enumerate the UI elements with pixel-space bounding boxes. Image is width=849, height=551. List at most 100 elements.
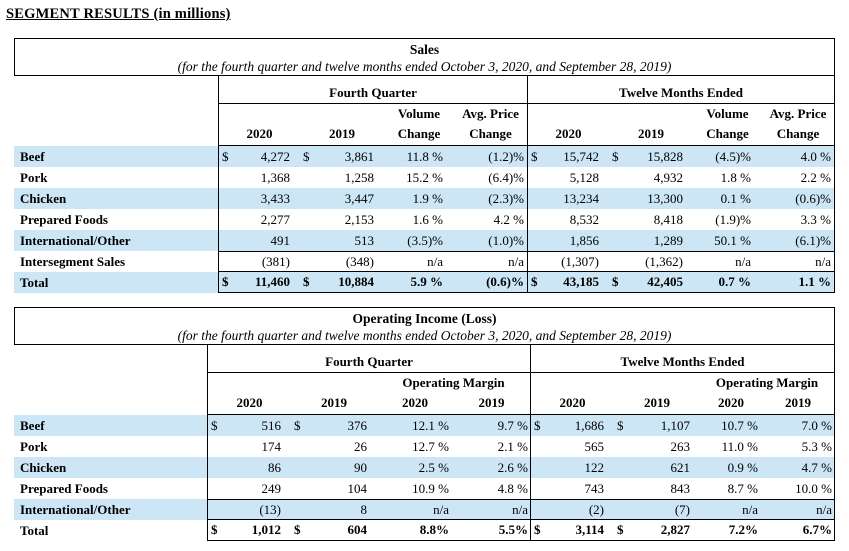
value-cell: (2) xyxy=(544,499,614,520)
header-spacer xyxy=(14,345,207,373)
value-cell: 843 xyxy=(670,480,691,496)
change-cell: (3.5)% xyxy=(407,232,443,248)
header-spacer xyxy=(14,122,218,146)
value-cell: 174 xyxy=(261,438,282,454)
change-cell: n/a xyxy=(377,499,453,520)
header-spacer xyxy=(14,104,218,122)
column-header: 2020 xyxy=(527,122,609,146)
change-cell: n/a xyxy=(762,251,835,272)
dollar-sign xyxy=(291,436,307,457)
change-cell: 8.7 % xyxy=(727,480,758,496)
table-title: Sales xyxy=(409,42,440,57)
column-header: 2020 xyxy=(207,391,291,415)
change-cell: 10.0 % xyxy=(762,478,835,499)
value-cell: 3,861 xyxy=(344,148,374,164)
change-cell: 1.1 % xyxy=(762,272,835,293)
dollar-sign xyxy=(207,499,221,520)
dollar-sign: $ xyxy=(207,520,221,541)
value-cell: 5,128 xyxy=(569,169,599,185)
value-cell: 376 xyxy=(347,417,368,433)
dollar-sign xyxy=(530,457,544,478)
table-row: Prepared Foods 2,277 2,153 1.6 % 4.2 % 8,532 8… xyxy=(14,209,835,230)
change-cell: 15.2 % xyxy=(406,169,443,185)
column-header xyxy=(530,373,700,391)
change-cell: 0.1 % xyxy=(720,190,751,206)
value-cell: 43,185 xyxy=(541,272,609,293)
table-subtitle: (for the fourth quarter and twelve month… xyxy=(177,59,672,74)
table-subtitle: (for the fourth quarter and twelve month… xyxy=(177,328,672,343)
change-cell: (1.2)% xyxy=(488,148,524,164)
dollar-sign: $ xyxy=(530,415,544,436)
change-cell: 1.8 % xyxy=(720,169,751,185)
value-cell: 1,289 xyxy=(653,232,683,248)
value-cell: 42,405 xyxy=(625,272,693,293)
value-cell: 621 xyxy=(670,459,691,475)
dollar-sign xyxy=(530,478,544,499)
dollar-sign xyxy=(291,457,307,478)
dollar-sign: $ xyxy=(291,520,307,541)
row-label: Pork xyxy=(20,438,48,454)
value-cell: 15,828 xyxy=(647,148,683,164)
dollar-sign: $ xyxy=(617,417,624,433)
change-cell: 11.0 % xyxy=(721,438,758,454)
table-row: Total $1,012 $604 8.8% 5.5% $3,114 $2,827 7.2% 6… xyxy=(14,520,835,541)
change-cell: 50.1 % xyxy=(714,232,751,248)
column-header: 2019 xyxy=(291,391,377,415)
change-cell: 1.9 % xyxy=(412,190,443,206)
value-cell: (7) xyxy=(630,499,700,520)
table-row: Pork 174 26 12.7 % 2.1 % 565 263 11.0 % 5.3 % xyxy=(14,436,835,457)
row-label: Beef xyxy=(20,417,45,433)
column-header: Change xyxy=(384,122,454,146)
column-header: 2020 xyxy=(377,391,453,415)
dollar-sign: $ xyxy=(609,272,625,293)
value-cell: 8,532 xyxy=(569,211,599,227)
dollar-sign xyxy=(291,478,307,499)
value-cell: 249 xyxy=(261,480,282,496)
change-cell: 8.8% xyxy=(377,520,453,541)
header-spacer xyxy=(14,373,207,391)
column-header: Change xyxy=(762,122,835,146)
dollar-sign xyxy=(300,188,316,209)
change-cell: (4.5)% xyxy=(715,148,751,164)
value-cell: 13,300 xyxy=(647,190,683,206)
page-title: SEGMENT RESULTS (in millions) xyxy=(6,6,231,22)
change-cell: 9.7 % xyxy=(497,417,528,433)
dollar-sign xyxy=(300,209,316,230)
row-label: International/Other xyxy=(20,232,131,248)
value-cell: 1,686 xyxy=(574,417,604,433)
change-cell: 6.7% xyxy=(762,520,835,541)
column-header: 2020 xyxy=(700,391,762,415)
section-header-row: Fourth Quarter Twelve Months Ended xyxy=(14,345,835,373)
value-cell: (348) xyxy=(316,251,384,272)
change-cell: 11.8 % xyxy=(406,148,443,164)
row-label: International/Other xyxy=(20,501,131,517)
dollar-sign: $ xyxy=(294,417,301,433)
header-spacer xyxy=(14,76,218,104)
dollar-sign xyxy=(218,167,232,188)
value-cell: 90 xyxy=(354,459,367,475)
section-label: Fourth Quarter xyxy=(207,345,530,373)
value-cell: 4,272 xyxy=(260,148,290,164)
sales-title-box: Sales (for the fourth quarter and twelve… xyxy=(14,38,835,76)
header-top-row: Operating Margin Operating Margin xyxy=(14,373,835,391)
table-row: International/Other (13) 8 n/a n/a (2) (7) n/a n… xyxy=(14,499,835,520)
value-cell: (13) xyxy=(221,499,291,520)
row-label: Prepared Foods xyxy=(20,211,108,227)
value-cell: 8,418 xyxy=(653,211,683,227)
change-cell: 10.7 % xyxy=(721,417,758,433)
column-header: 2020 xyxy=(218,122,300,146)
table-row: Chicken 86 90 2.5 % 2.6 % 122 621 0.9 % 4.7 % xyxy=(14,457,835,478)
value-cell: 263 xyxy=(670,438,691,454)
value-cell: 3,447 xyxy=(344,190,374,206)
section-label: Fourth Quarter xyxy=(218,76,527,104)
row-label: Beef xyxy=(20,148,45,164)
change-cell: 2.6 % xyxy=(497,459,528,475)
value-cell: 513 xyxy=(354,232,375,248)
dollar-sign xyxy=(530,499,544,520)
dollar-sign xyxy=(218,251,232,272)
value-cell: 86 xyxy=(268,459,281,475)
table-row: Pork 1,368 1,258 15.2 % (6.4)% 5,128 4,932 1.8 … xyxy=(14,167,835,188)
column-header: 2019 xyxy=(614,391,700,415)
value-cell: 491 xyxy=(270,232,291,248)
dollar-sign xyxy=(609,188,625,209)
